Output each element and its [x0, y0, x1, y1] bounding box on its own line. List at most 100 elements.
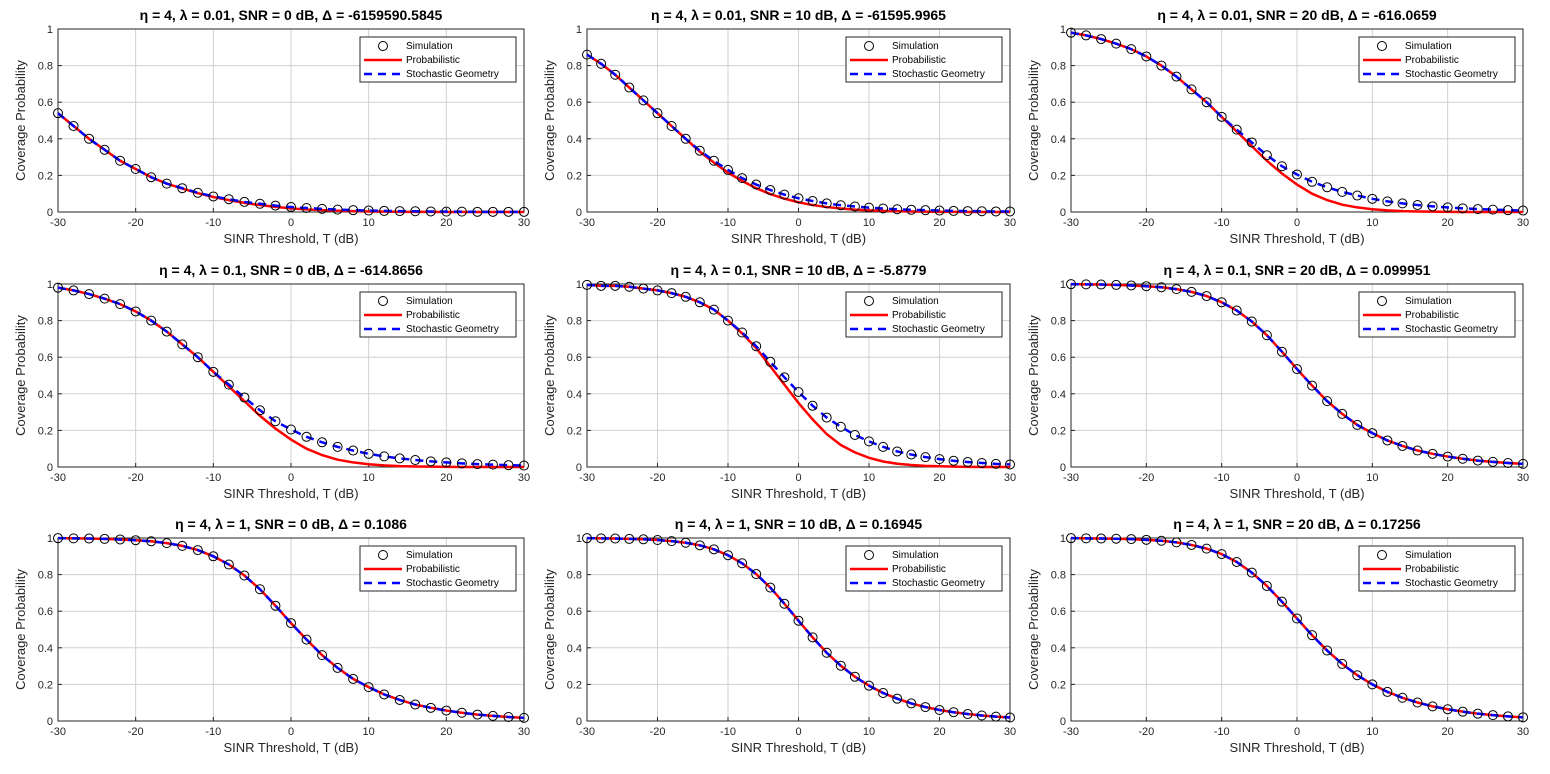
- simulation-point: [1337, 658, 1348, 669]
- simulation-point: [737, 173, 748, 184]
- x-tick-label: -10: [1214, 472, 1230, 484]
- simulation-point: [835, 200, 846, 211]
- x-tick-label: -10: [720, 726, 736, 738]
- x-tick-label: 0: [795, 217, 801, 229]
- simulation-point: [694, 145, 705, 156]
- simulation-point: [892, 204, 903, 215]
- simulation-point: [286, 424, 296, 435]
- simulation-point: [1337, 186, 1348, 197]
- y-tick-label: 1: [576, 24, 582, 36]
- simulation-point: [379, 451, 390, 462]
- x-tick-label: 20: [933, 217, 945, 229]
- simulation-point: [582, 533, 592, 544]
- simulation-point: [920, 452, 931, 463]
- subplot-title: η = 4, λ = 1, SNR = 20 dB, Δ = 0.17256: [1173, 516, 1421, 532]
- simulation-point: [503, 206, 514, 217]
- simulation-point: [348, 673, 359, 684]
- simulation-point: [976, 206, 987, 217]
- simulation-point: [948, 455, 959, 466]
- simulation-point: [53, 282, 63, 293]
- subplot-1: -30 -20 -10 0 10 20 30 0 0.2 0.4 0.6 0.8 1 SINR Thres…: [13, 7, 530, 246]
- simulation-point: [254, 198, 265, 209]
- simulation-point: [394, 694, 405, 705]
- y-tick-label: 0: [1060, 462, 1066, 474]
- simulation-point: [1472, 204, 1483, 215]
- simulation-point: [1246, 567, 1257, 578]
- legend-label: Stochastic Geometry: [1405, 69, 1498, 80]
- x-tick-label: -20: [1138, 217, 1154, 229]
- simulation-point: [1367, 428, 1378, 439]
- simulation-point: [1427, 701, 1438, 712]
- simulation-point: [610, 280, 621, 291]
- y-tick-label: 0.8: [1051, 570, 1066, 582]
- simulation-point: [410, 455, 421, 466]
- simulation-point: [487, 206, 498, 217]
- simulation-point: [1442, 202, 1453, 213]
- x-tick-label: -10: [205, 472, 221, 484]
- x-tick-label: -20: [128, 217, 144, 229]
- simulation-point: [962, 457, 973, 468]
- simulation-point: [115, 534, 126, 545]
- x-tick-label: 20: [1442, 472, 1454, 484]
- x-tick-label: -30: [1063, 472, 1079, 484]
- simulation-point: [779, 372, 790, 383]
- simulation-point: [723, 164, 733, 175]
- simulation-point: [1186, 84, 1197, 95]
- legend-label: Stochastic Geometry: [406, 69, 499, 80]
- simulation-point: [254, 584, 265, 595]
- series-line-stochastic-geometry: [586, 283, 1011, 466]
- simulation-point: [456, 707, 467, 718]
- simulation-point: [1216, 297, 1227, 308]
- y-tick-label: 0.8: [567, 316, 582, 328]
- simulation-point: [1367, 679, 1378, 690]
- simulation-point: [1322, 645, 1333, 656]
- simulation-point: [708, 544, 719, 555]
- y-tick-label: 0.2: [1051, 425, 1066, 437]
- legend-marker-simulation: [378, 296, 388, 306]
- simulation-point: [849, 201, 860, 212]
- y-tick-label: 0.8: [38, 316, 53, 328]
- simulation-point: [379, 689, 390, 700]
- y-tick-label: 0.4: [1051, 389, 1066, 401]
- simulation-point: [1261, 580, 1272, 591]
- y-tick-label: 0: [47, 207, 53, 219]
- simulation-point: [1171, 537, 1182, 548]
- simulation-point: [1457, 203, 1468, 214]
- simulation-point: [519, 712, 529, 723]
- legend-marker-simulation: [378, 550, 388, 560]
- x-tick-label: 10: [1366, 217, 1378, 229]
- simulation-point: [1367, 193, 1378, 204]
- simulation-point: [1081, 30, 1092, 41]
- simulation-point: [1231, 305, 1242, 316]
- simulation-point: [1427, 448, 1438, 459]
- simulation-point: [410, 206, 421, 217]
- simulation-point: [610, 533, 621, 544]
- x-tick-label: 30: [518, 472, 530, 484]
- simulation-point: [779, 189, 790, 200]
- legend-label: Probabilistic: [1405, 564, 1459, 575]
- simulation-point: [779, 598, 790, 609]
- x-tick-label: 30: [1517, 472, 1529, 484]
- y-tick-label: 1: [576, 279, 582, 291]
- simulation-point: [472, 459, 483, 470]
- x-tick-label: 20: [933, 472, 945, 484]
- simulation-point: [1502, 457, 1513, 468]
- series-line-stochastic-geometry: [57, 286, 525, 467]
- simulation-point: [666, 288, 677, 299]
- x-tick-label: -20: [650, 217, 666, 229]
- simulation-point: [976, 710, 987, 721]
- subplot-title: η = 4, λ = 0.1, SNR = 20 dB, Δ = 0.09995…: [1164, 262, 1431, 278]
- y-tick-label: 1: [576, 533, 582, 545]
- x-tick-label: -20: [128, 472, 144, 484]
- x-tick-label: 30: [1004, 472, 1016, 484]
- simulation-point: [192, 187, 203, 198]
- simulation-point: [208, 551, 219, 562]
- simulation-point: [1186, 539, 1197, 550]
- simulation-point: [610, 69, 621, 80]
- legend-label: Probabilistic: [1405, 55, 1459, 66]
- simulation-point: [68, 533, 79, 544]
- y-tick-label: 0.4: [1051, 643, 1066, 655]
- simulation-point: [1352, 670, 1363, 681]
- simulation-point: [301, 431, 312, 442]
- simulation-point: [666, 536, 677, 547]
